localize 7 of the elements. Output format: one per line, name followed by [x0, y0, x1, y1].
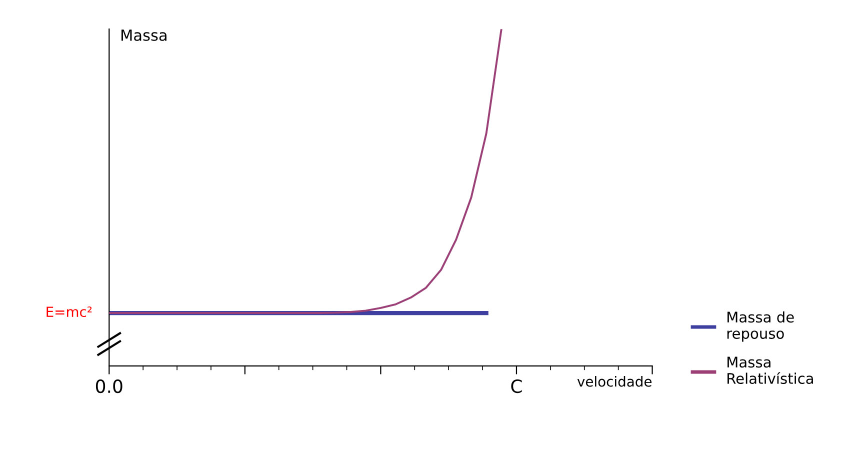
x-tick-label: 0.0 [96, 379, 122, 394]
legend-label: Massa Relativística [728, 356, 813, 384]
x-axis-title: velocidade [577, 376, 652, 387]
x-tick-label: C [511, 379, 522, 394]
annotation: E=mc² [46, 306, 92, 318]
y-axis-title: Massa [121, 30, 166, 41]
legend-label: Massa de repouso [727, 311, 794, 342]
